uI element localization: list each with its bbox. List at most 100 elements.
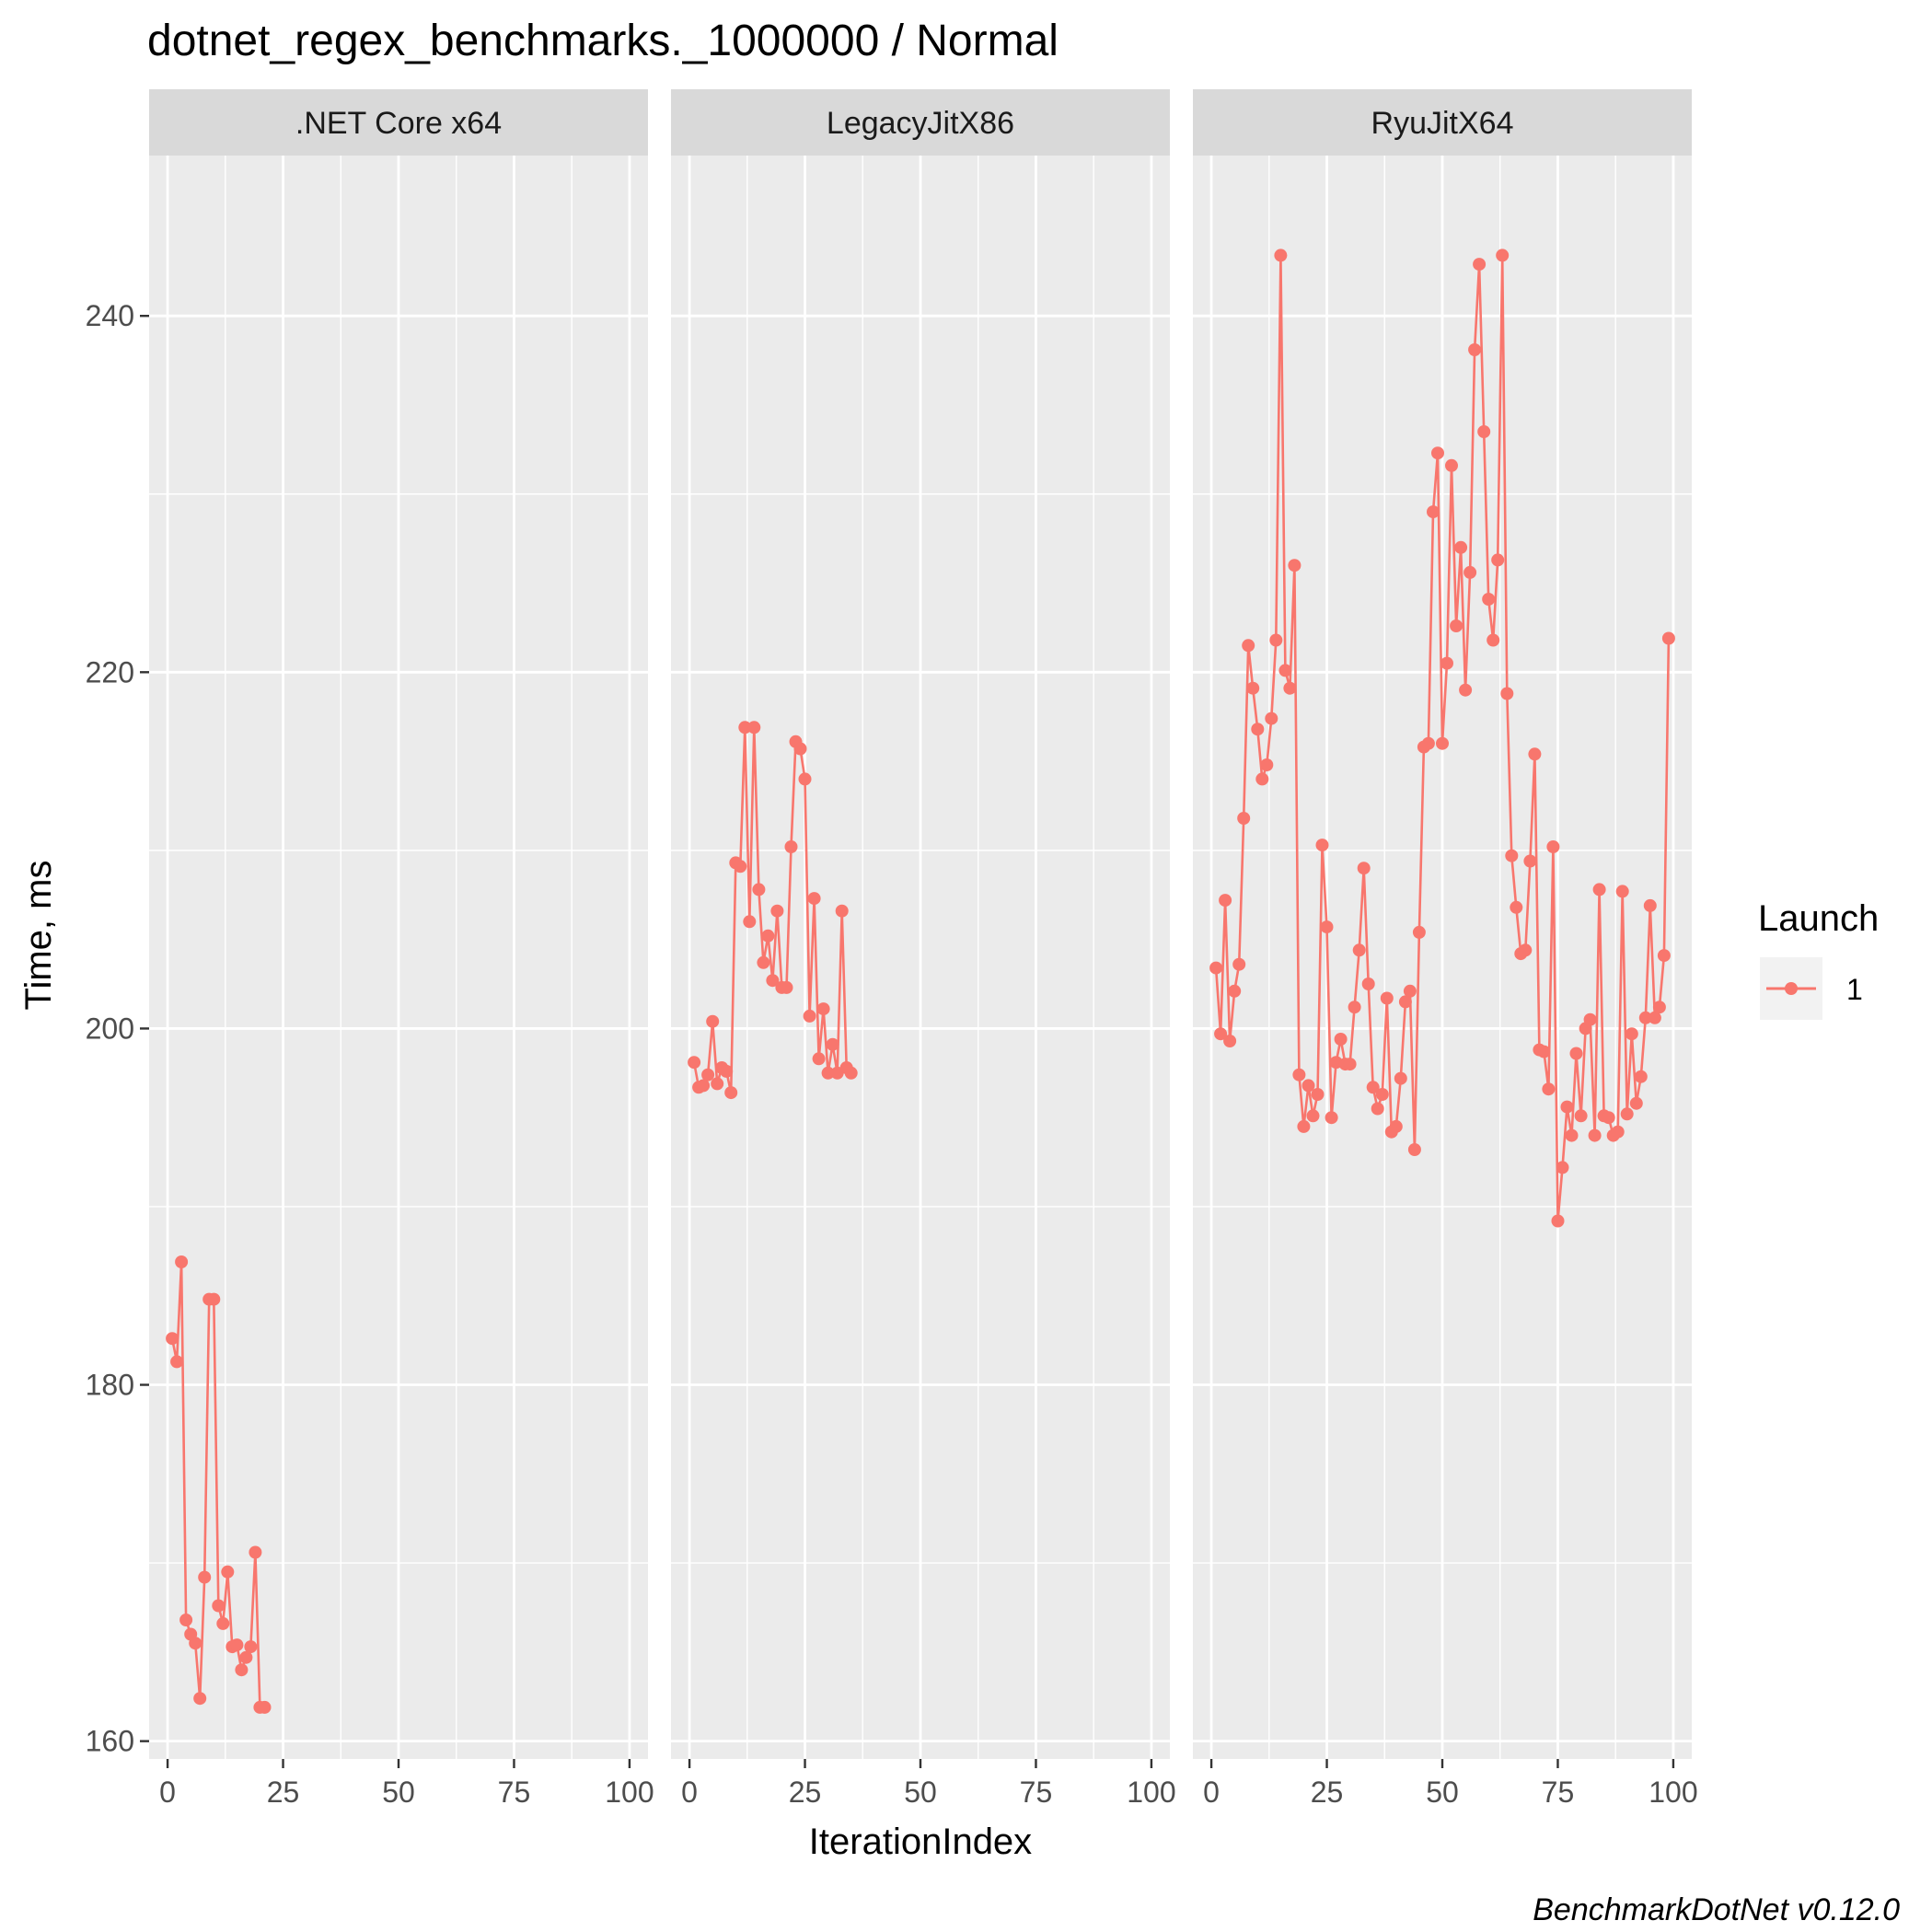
y-tick-label: 240 bbox=[86, 299, 134, 332]
data-point bbox=[1445, 458, 1458, 472]
data-point bbox=[752, 883, 766, 897]
data-point bbox=[1454, 540, 1468, 554]
data-point bbox=[166, 1332, 179, 1346]
data-point bbox=[1648, 1011, 1661, 1024]
panel-1: .NET Core x64 0 25 50 75 100 bbox=[149, 89, 654, 1809]
data-point bbox=[1223, 1035, 1237, 1047]
panel-2: LegacyJitX86 0 25 50 75 100 bbox=[671, 89, 1176, 1809]
data-point bbox=[1602, 1111, 1615, 1125]
legend-title: Launch bbox=[1758, 898, 1879, 939]
data-point bbox=[1325, 1111, 1338, 1125]
data-point bbox=[1343, 1058, 1357, 1071]
data-point bbox=[835, 904, 849, 918]
data-point bbox=[1583, 1012, 1597, 1026]
data-point bbox=[1643, 898, 1657, 912]
data-point bbox=[1255, 772, 1269, 786]
data-point bbox=[1214, 1027, 1228, 1041]
data-point bbox=[1246, 681, 1260, 695]
data-point bbox=[244, 1640, 258, 1654]
x-tick-label: 75 bbox=[1542, 1776, 1575, 1809]
data-point bbox=[743, 915, 757, 929]
data-point bbox=[1625, 1027, 1638, 1041]
data-point bbox=[720, 1064, 734, 1078]
data-point bbox=[1380, 991, 1394, 1005]
data-point bbox=[1278, 664, 1292, 677]
data-point bbox=[701, 1068, 715, 1082]
data-point bbox=[207, 1292, 221, 1306]
data-point bbox=[1371, 1102, 1384, 1116]
data-point bbox=[189, 1637, 202, 1650]
data-point bbox=[230, 1638, 244, 1652]
strip-background bbox=[1193, 89, 1692, 156]
x-tick-label: 0 bbox=[1203, 1776, 1220, 1809]
data-point bbox=[1542, 1082, 1556, 1096]
data-point bbox=[1634, 1070, 1648, 1083]
strip-label: RyuJitX64 bbox=[1371, 106, 1514, 141]
data-point bbox=[688, 1056, 701, 1070]
data-point bbox=[1574, 1109, 1588, 1123]
data-point bbox=[1209, 961, 1223, 975]
data-point bbox=[1569, 1047, 1583, 1060]
data-point bbox=[1237, 812, 1251, 825]
data-point bbox=[1546, 840, 1560, 853]
x-tick-label: 100 bbox=[1127, 1776, 1175, 1809]
data-point bbox=[1357, 862, 1371, 875]
facet-panels: .NET Core x64 0 25 50 75 100 LegacyJitX86 0 25 50… bbox=[86, 89, 1698, 1809]
x-tick-label: 75 bbox=[1020, 1776, 1053, 1809]
data-point bbox=[1366, 1081, 1380, 1094]
data-point bbox=[1482, 593, 1496, 606]
data-point bbox=[198, 1570, 212, 1584]
y-tick-label: 200 bbox=[86, 1012, 134, 1045]
data-point bbox=[258, 1700, 272, 1714]
panel-3: RyuJitX64 0 25 50 75 100 bbox=[1193, 89, 1698, 1809]
data-point bbox=[812, 1052, 826, 1066]
chart-title: dotnet_regex_benchmarks._1000000 / Norma… bbox=[147, 17, 1059, 65]
data-point bbox=[1242, 639, 1255, 653]
data-point bbox=[1251, 723, 1265, 736]
data-point bbox=[734, 860, 747, 873]
data-point bbox=[1491, 553, 1505, 567]
data-point bbox=[235, 1663, 249, 1677]
x-tick-label: 75 bbox=[498, 1776, 531, 1809]
data-point bbox=[1292, 1068, 1306, 1082]
y-tick-label: 160 bbox=[86, 1725, 134, 1758]
data-point bbox=[816, 1002, 830, 1016]
data-point bbox=[1652, 1001, 1666, 1014]
data-point bbox=[803, 1009, 816, 1023]
x-tick-label: 25 bbox=[1311, 1776, 1344, 1809]
x-tick-label: 50 bbox=[904, 1776, 937, 1809]
x-tick-label: 50 bbox=[382, 1776, 415, 1809]
strip-background bbox=[149, 89, 648, 156]
data-point bbox=[221, 1565, 235, 1579]
x-tick-label: 25 bbox=[789, 1776, 822, 1809]
data-point bbox=[1228, 984, 1242, 998]
data-point bbox=[1463, 565, 1477, 579]
data-point bbox=[706, 1014, 720, 1028]
data-point bbox=[1473, 258, 1487, 272]
x-tick-label: 0 bbox=[159, 1776, 176, 1809]
data-point bbox=[1560, 1100, 1574, 1114]
data-point bbox=[711, 1077, 724, 1091]
data-point bbox=[179, 1614, 193, 1626]
data-point bbox=[1629, 1096, 1643, 1110]
data-point bbox=[1611, 1125, 1625, 1139]
data-point bbox=[1260, 758, 1274, 771]
data-point bbox=[1306, 1109, 1320, 1123]
data-point bbox=[175, 1255, 189, 1268]
x-tick-label: 100 bbox=[1649, 1776, 1697, 1809]
data-point bbox=[1352, 943, 1366, 957]
legend: Launch 1 bbox=[1758, 898, 1879, 1020]
data-point bbox=[826, 1037, 839, 1051]
data-point bbox=[1537, 1045, 1551, 1059]
data-point bbox=[1274, 249, 1288, 262]
data-point bbox=[1556, 1161, 1569, 1174]
data-point bbox=[1500, 687, 1514, 700]
data-point bbox=[1297, 1119, 1311, 1133]
data-point bbox=[1431, 446, 1444, 460]
data-point bbox=[1615, 885, 1629, 898]
data-point bbox=[1394, 1071, 1407, 1085]
data-point bbox=[1219, 894, 1232, 908]
data-point bbox=[193, 1692, 207, 1706]
data-point bbox=[697, 1079, 711, 1093]
data-point bbox=[1407, 1143, 1421, 1156]
